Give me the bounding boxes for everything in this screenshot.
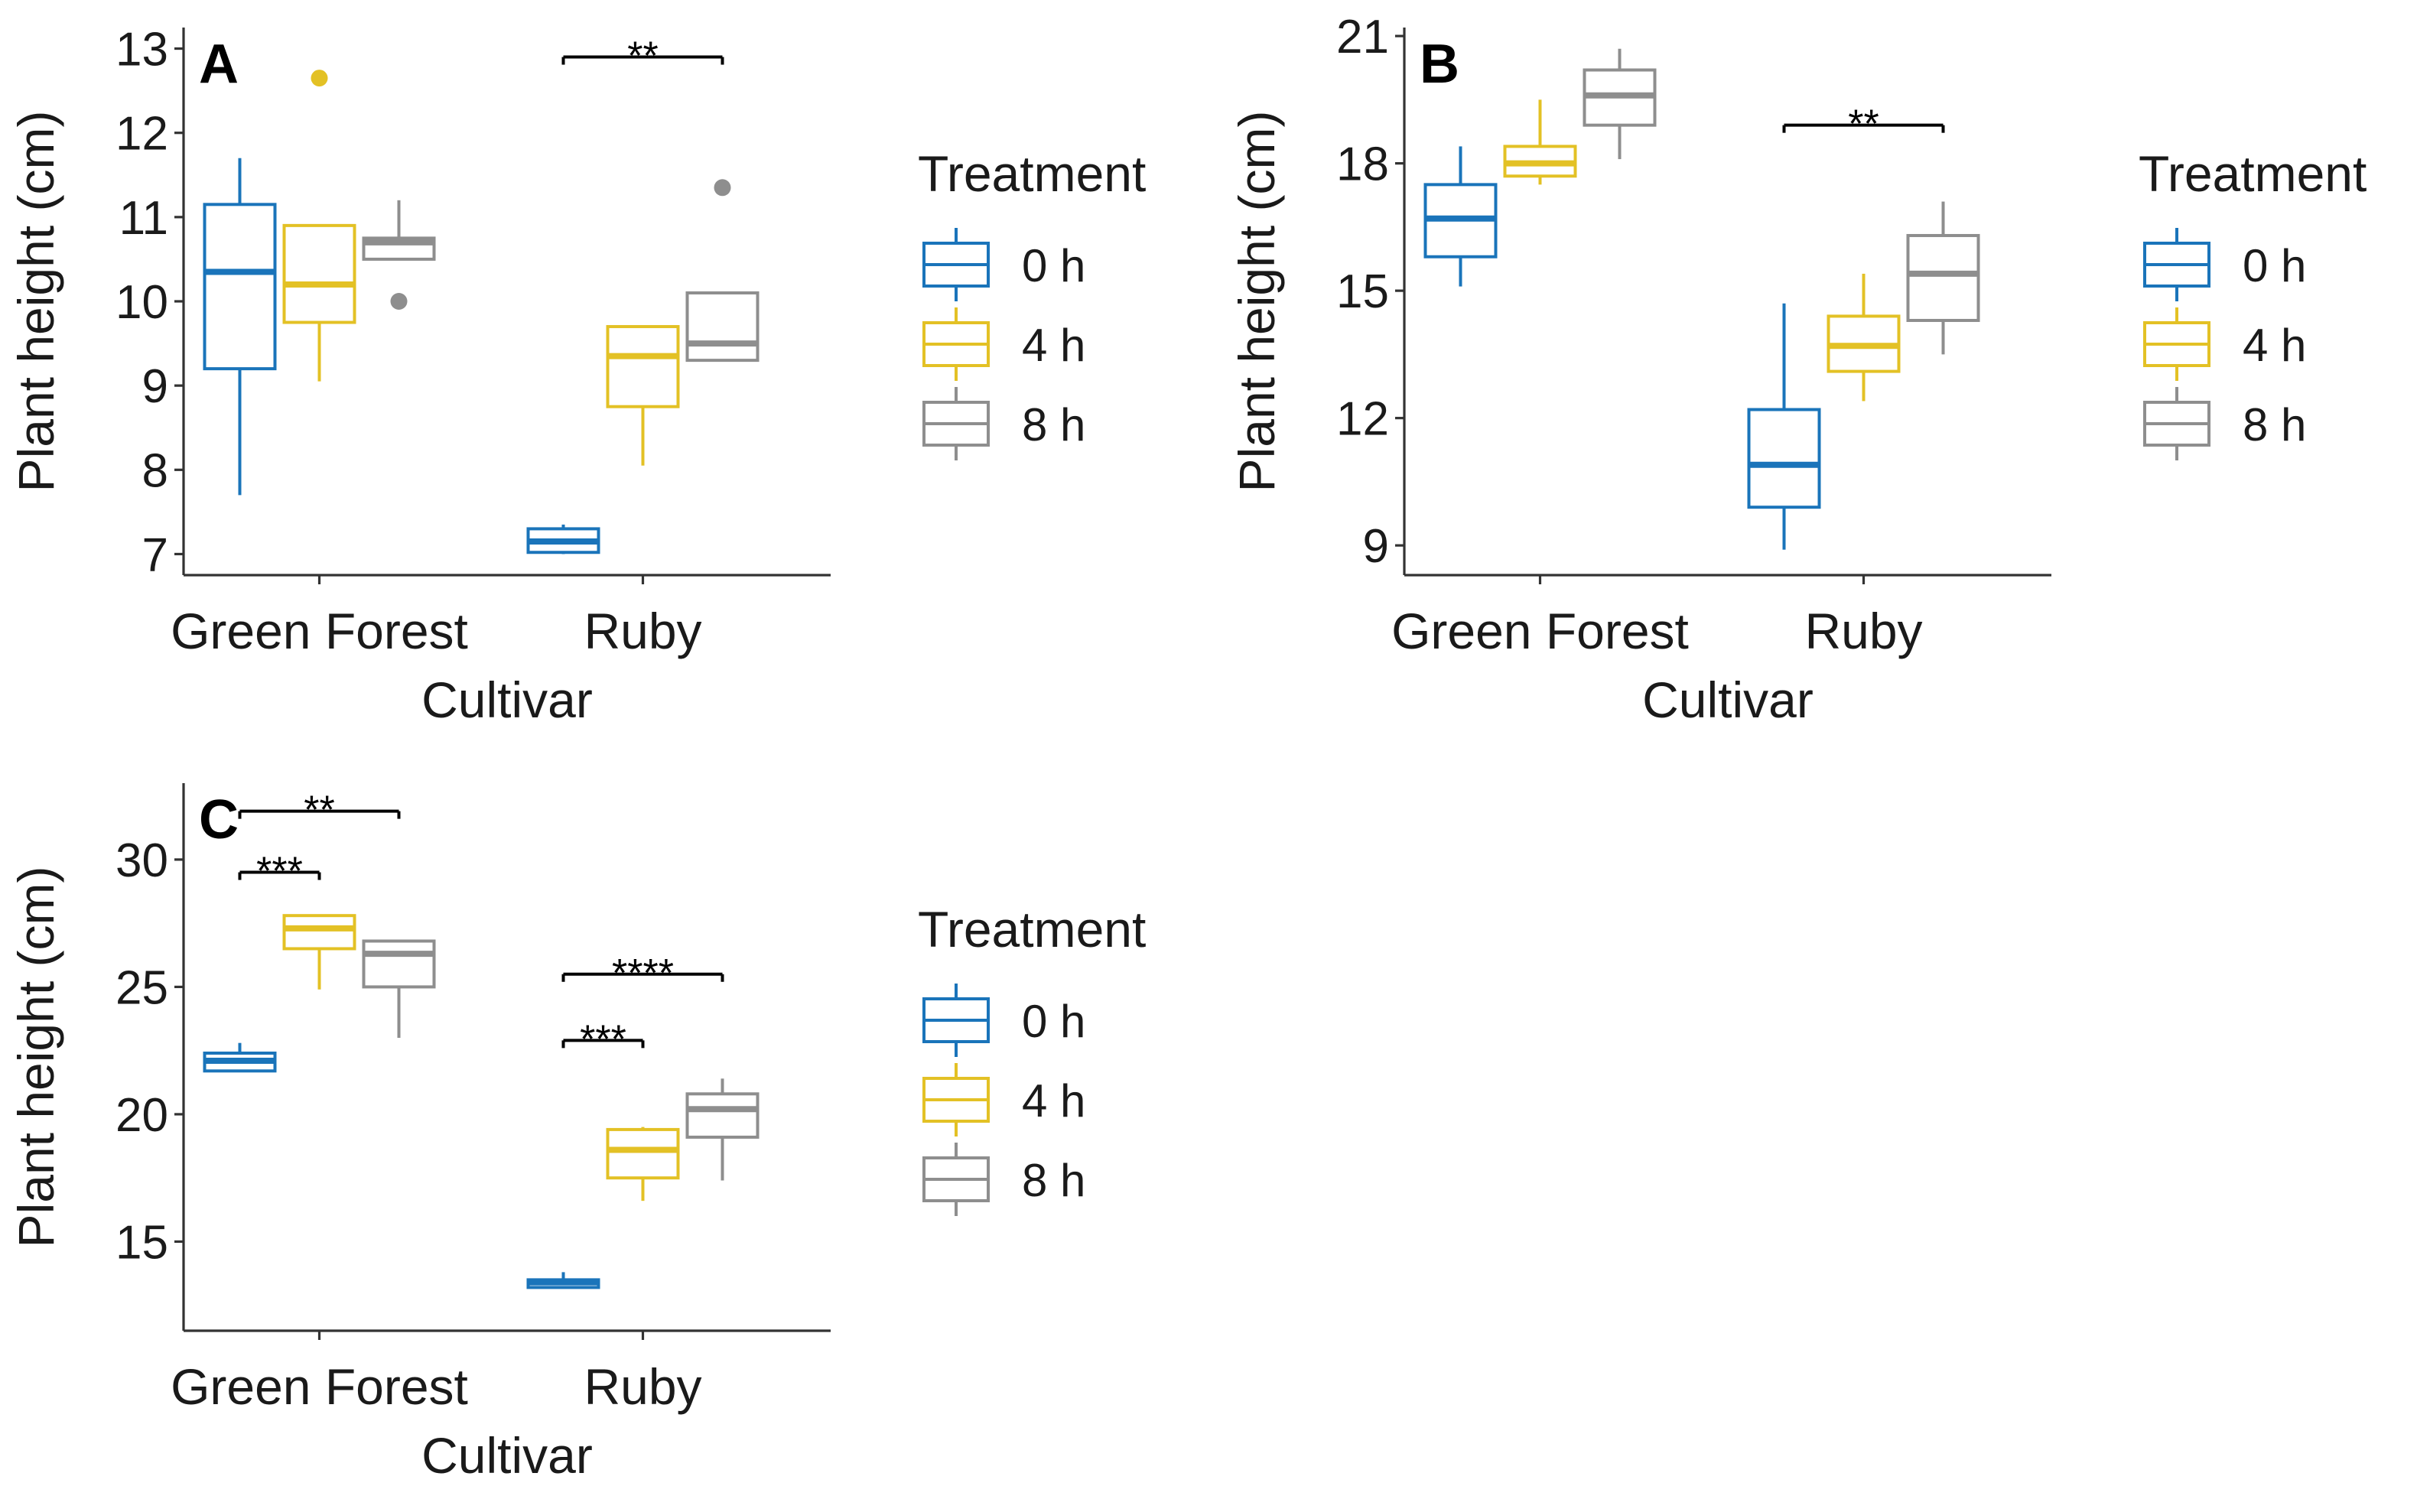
box-body — [1906, 233, 1980, 322]
significance-label: ** — [1848, 102, 1879, 147]
legend-key-8h — [922, 1143, 990, 1216]
y-axis-title: Plant height (cm) — [1228, 111, 1285, 493]
legend-label: 0 h — [1022, 240, 1085, 291]
box-body — [1747, 408, 1821, 509]
x-axis-title: Cultivar — [421, 671, 593, 728]
y-tick-label: 15 — [1336, 265, 1389, 318]
legend-key-8h — [922, 387, 990, 460]
y-tick-label: 8 — [142, 444, 168, 497]
y-tick-label: 12 — [115, 108, 168, 161]
box-4h-ruby — [606, 325, 680, 466]
box-8h-green-forest — [362, 939, 436, 1039]
significance-label: ** — [627, 34, 658, 79]
panel-label: C — [199, 789, 239, 850]
box-4h-ruby — [606, 1127, 680, 1201]
box-4h-green-forest — [282, 70, 356, 382]
y-tick-label: 20 — [115, 1089, 168, 1142]
box-body — [282, 223, 356, 324]
box-body — [203, 203, 277, 371]
x-tick-label: Green Forest — [171, 1358, 468, 1415]
box-4h-green-forest — [282, 914, 356, 990]
legend-key-0h — [922, 984, 990, 1057]
outlier-point — [714, 179, 731, 197]
y-tick-label: 13 — [115, 24, 168, 76]
legend-label: 8 h — [1022, 1155, 1085, 1206]
y-tick-label: 30 — [115, 834, 168, 887]
box-4h-green-forest — [1503, 99, 1577, 185]
y-tick-label: 11 — [119, 192, 168, 245]
box-8h-green-forest — [1583, 48, 1657, 160]
y-tick-label: 18 — [1336, 138, 1389, 191]
legend-title: Treatment — [918, 145, 1146, 202]
legend-label: 4 h — [2243, 320, 2306, 371]
panel-label: A — [199, 34, 239, 95]
box-0h-green-forest — [1423, 146, 1498, 287]
box-body — [685, 291, 760, 363]
legend-title: Treatment — [2139, 145, 2367, 202]
y-tick-label: 21 — [1336, 11, 1389, 63]
outlier-point — [390, 293, 408, 310]
significance-label: ** — [304, 789, 334, 833]
y-tick-label: 15 — [115, 1216, 168, 1269]
legend-key-8h — [2143, 387, 2210, 460]
box-body — [606, 1127, 680, 1180]
legend-key-4h — [922, 307, 990, 381]
x-tick-label: Ruby — [1804, 603, 1922, 659]
x-tick-label: Green Forest — [1391, 603, 1689, 659]
box-body — [282, 914, 356, 951]
y-tick-label: 9 — [1363, 520, 1389, 573]
box-0h-green-forest — [203, 1042, 277, 1073]
legend-key-4h — [2143, 307, 2210, 381]
x-tick-label: Ruby — [584, 603, 701, 659]
outlier-point — [311, 70, 328, 87]
legend-label: 0 h — [1022, 996, 1085, 1047]
significance-label: **** — [612, 951, 674, 996]
panel-c: 15 20 25 30 Green Forest Ruby Cultivar Plant he… — [8, 783, 1146, 1484]
box-0h-green-forest — [203, 158, 277, 496]
box-body — [685, 1092, 760, 1139]
y-axis-title: Plant height (cm) — [8, 111, 64, 493]
y-tick-label: 10 — [115, 276, 168, 329]
box-8h-ruby — [685, 1078, 760, 1181]
panel-b: 9 12 15 18 21 Green Forest Ruby Cultivar Plant h… — [1228, 11, 2367, 728]
x-tick-label: Green Forest — [171, 603, 468, 659]
y-tick-label: 7 — [142, 528, 168, 581]
box-0h-ruby — [526, 1272, 600, 1289]
box-8h-ruby — [1906, 201, 1980, 355]
box-body — [362, 939, 436, 989]
legend-key-4h — [922, 1063, 990, 1136]
box-8h-ruby — [685, 179, 760, 363]
legend-title: Treatment — [918, 901, 1146, 958]
x-tick-label: Ruby — [584, 1358, 701, 1415]
legend-label: 0 h — [2243, 240, 2306, 291]
legend-label: 8 h — [1022, 399, 1085, 450]
y-tick-label: 25 — [115, 961, 168, 1014]
y-tick-label: 9 — [142, 360, 168, 413]
significance-label: *** — [580, 1017, 626, 1062]
legend-label: 8 h — [2243, 399, 2306, 450]
box-0h-ruby — [526, 524, 600, 554]
box-0h-ruby — [1747, 303, 1821, 550]
box-body — [606, 325, 680, 408]
panel-label: B — [1420, 34, 1459, 95]
box-4h-ruby — [1827, 273, 1901, 402]
box-8h-green-forest — [362, 200, 436, 310]
legend-label: 4 h — [1022, 1075, 1085, 1127]
x-axis-title: Cultivar — [1642, 671, 1814, 728]
legend-label: 4 h — [1022, 320, 1085, 371]
significance-label: *** — [256, 850, 303, 894]
y-tick-label: 12 — [1336, 393, 1389, 446]
legend-key-0h — [2143, 228, 2210, 301]
y-axis-title: Plant height (cm) — [8, 867, 64, 1248]
panel-a: 7 8 9 10 11 12 13 Green Forest Ruby Cultivar Plant… — [8, 24, 1146, 728]
x-axis-title: Cultivar — [421, 1427, 593, 1484]
legend-key-0h — [922, 228, 990, 301]
